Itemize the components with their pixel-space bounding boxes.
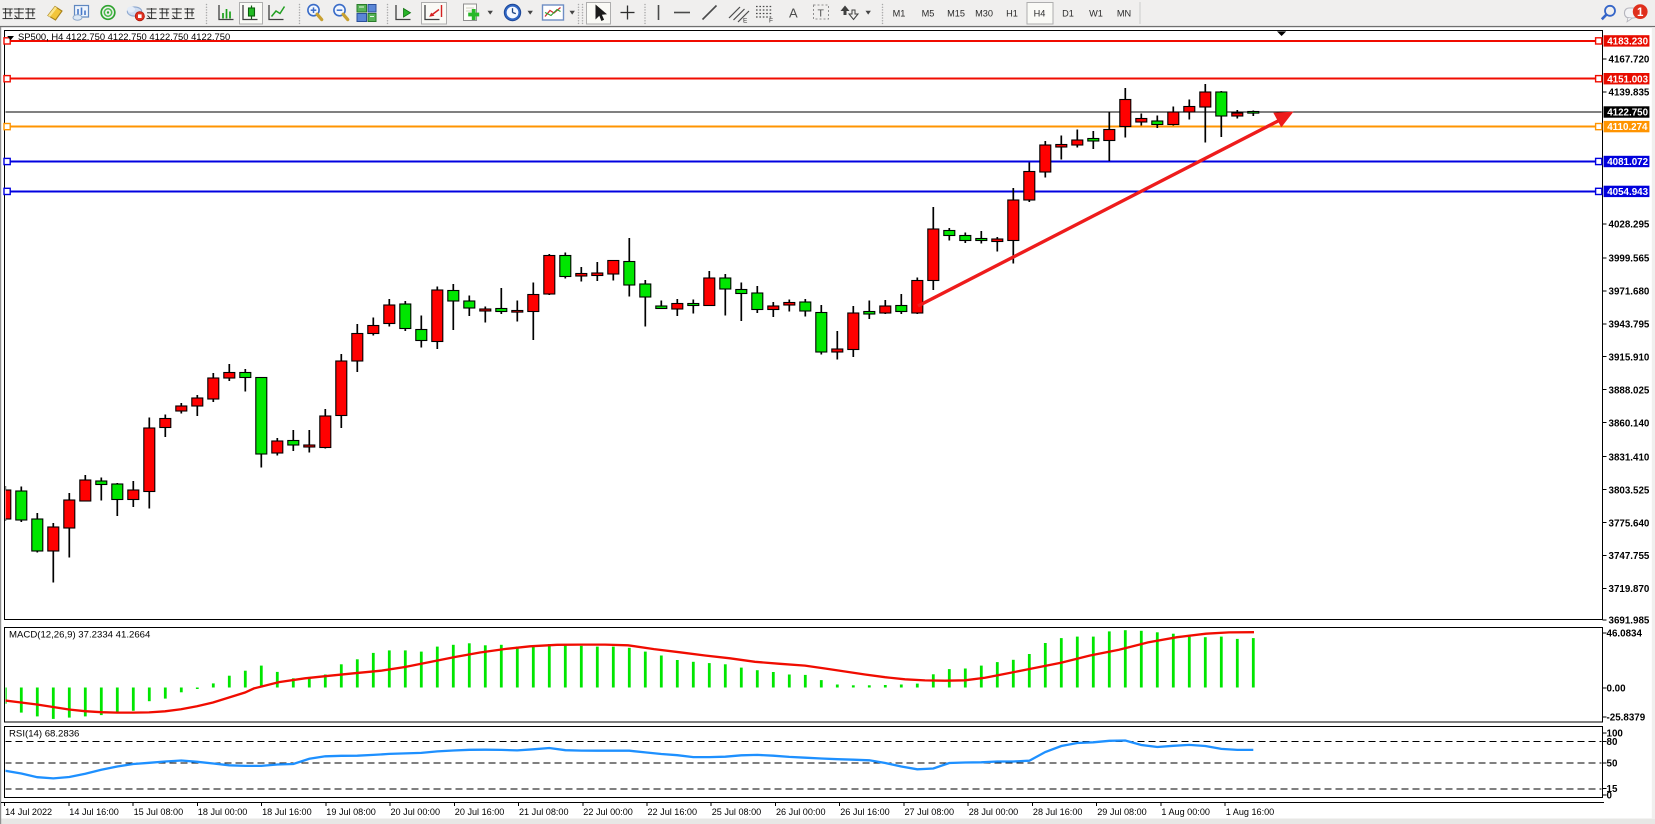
svg-text:26 Jul 00:00: 26 Jul 00:00: [776, 807, 826, 817]
svg-text:A: A: [789, 6, 798, 21]
svg-text:-25.8379: -25.8379: [1607, 713, 1646, 724]
svg-text:E: E: [743, 18, 748, 25]
svg-text:3831.410: 3831.410: [1609, 452, 1650, 463]
svg-text:1 Aug 16:00: 1 Aug 16:00: [1226, 807, 1275, 817]
svg-text:4151.003: 4151.003: [1607, 74, 1648, 85]
svg-text:3860.140: 3860.140: [1609, 418, 1650, 429]
svg-text:4028.295: 4028.295: [1609, 220, 1650, 231]
svg-text:D1: D1: [1062, 9, 1074, 19]
svg-text:M15: M15: [947, 9, 965, 19]
svg-text:18 Jul 16:00: 18 Jul 16:00: [262, 807, 312, 817]
svg-text:0.00: 0.00: [1607, 684, 1627, 695]
svg-text:3691.985: 3691.985: [1609, 616, 1650, 627]
svg-text:MN: MN: [1117, 9, 1131, 19]
svg-text:14 Jul 2022: 14 Jul 2022: [5, 807, 52, 817]
svg-text:50: 50: [1607, 759, 1618, 770]
svg-text:W1: W1: [1089, 9, 1103, 19]
svg-text:H1: H1: [1006, 9, 1018, 19]
svg-text:4183.230: 4183.230: [1607, 37, 1648, 48]
svg-text:27 Jul 08:00: 27 Jul 08:00: [905, 807, 955, 817]
svg-text:4139.835: 4139.835: [1609, 88, 1650, 99]
svg-text:M30: M30: [975, 9, 993, 19]
svg-text:RSI(14) 68.2836: RSI(14) 68.2836: [9, 729, 79, 740]
svg-text:M1: M1: [893, 9, 906, 19]
svg-text:46.0834: 46.0834: [1607, 629, 1643, 640]
svg-text:3999.565: 3999.565: [1609, 254, 1650, 265]
svg-text:SP500, H4 4122.750 4122.750 41: SP500, H4 4122.750 4122.750 4122.750 412…: [18, 31, 230, 42]
svg-text:15 Jul 08:00: 15 Jul 08:00: [134, 807, 184, 817]
svg-text:4122.750: 4122.750: [1607, 108, 1648, 119]
svg-text:19 Jul 08:00: 19 Jul 08:00: [326, 807, 376, 817]
svg-text:3943.795: 3943.795: [1609, 320, 1650, 331]
svg-text:T: T: [818, 8, 825, 20]
svg-text:1 Aug 00:00: 1 Aug 00:00: [1161, 807, 1210, 817]
svg-text:H4: H4: [1034, 9, 1046, 19]
svg-text:3803.525: 3803.525: [1609, 485, 1650, 496]
svg-text:22 Jul 16:00: 22 Jul 16:00: [648, 807, 698, 817]
svg-text:26 Jul 16:00: 26 Jul 16:00: [840, 807, 890, 817]
svg-text:29 Jul 08:00: 29 Jul 08:00: [1097, 807, 1147, 817]
svg-text:25 Jul 08:00: 25 Jul 08:00: [712, 807, 762, 817]
svg-text:0: 0: [1607, 791, 1613, 802]
svg-text:3971.680: 3971.680: [1609, 287, 1650, 298]
svg-text:3719.870: 3719.870: [1609, 584, 1650, 595]
svg-text:14 Jul 16:00: 14 Jul 16:00: [69, 807, 119, 817]
svg-text:3747.755: 3747.755: [1609, 551, 1650, 562]
svg-text:M5: M5: [922, 9, 935, 19]
svg-text:MACD(12,26,9) 37.2334 41.2664: MACD(12,26,9) 37.2334 41.2664: [9, 630, 151, 641]
svg-text:1: 1: [1637, 7, 1644, 19]
svg-text:28 Jul 00:00: 28 Jul 00:00: [969, 807, 1019, 817]
svg-text:3915.910: 3915.910: [1609, 352, 1650, 363]
svg-text:4081.072: 4081.072: [1607, 157, 1648, 168]
svg-text:18 Jul 00:00: 18 Jul 00:00: [198, 807, 248, 817]
svg-text:3775.640: 3775.640: [1609, 518, 1650, 529]
svg-text:4110.274: 4110.274: [1607, 122, 1648, 133]
svg-text:3888.025: 3888.025: [1609, 385, 1650, 396]
svg-text:22 Jul 00:00: 22 Jul 00:00: [583, 807, 633, 817]
svg-text:4167.720: 4167.720: [1609, 55, 1650, 66]
svg-text:F: F: [769, 18, 773, 25]
svg-text:100: 100: [1607, 729, 1624, 740]
svg-text:28 Jul 16:00: 28 Jul 16:00: [1033, 807, 1083, 817]
svg-text:15: 15: [1607, 784, 1618, 795]
svg-text:80: 80: [1607, 737, 1618, 748]
svg-text:4054.943: 4054.943: [1607, 187, 1648, 198]
svg-text:20 Jul 00:00: 20 Jul 00:00: [391, 807, 441, 817]
svg-text:20 Jul 16:00: 20 Jul 16:00: [455, 807, 505, 817]
svg-text:21 Jul 08:00: 21 Jul 08:00: [519, 807, 569, 817]
